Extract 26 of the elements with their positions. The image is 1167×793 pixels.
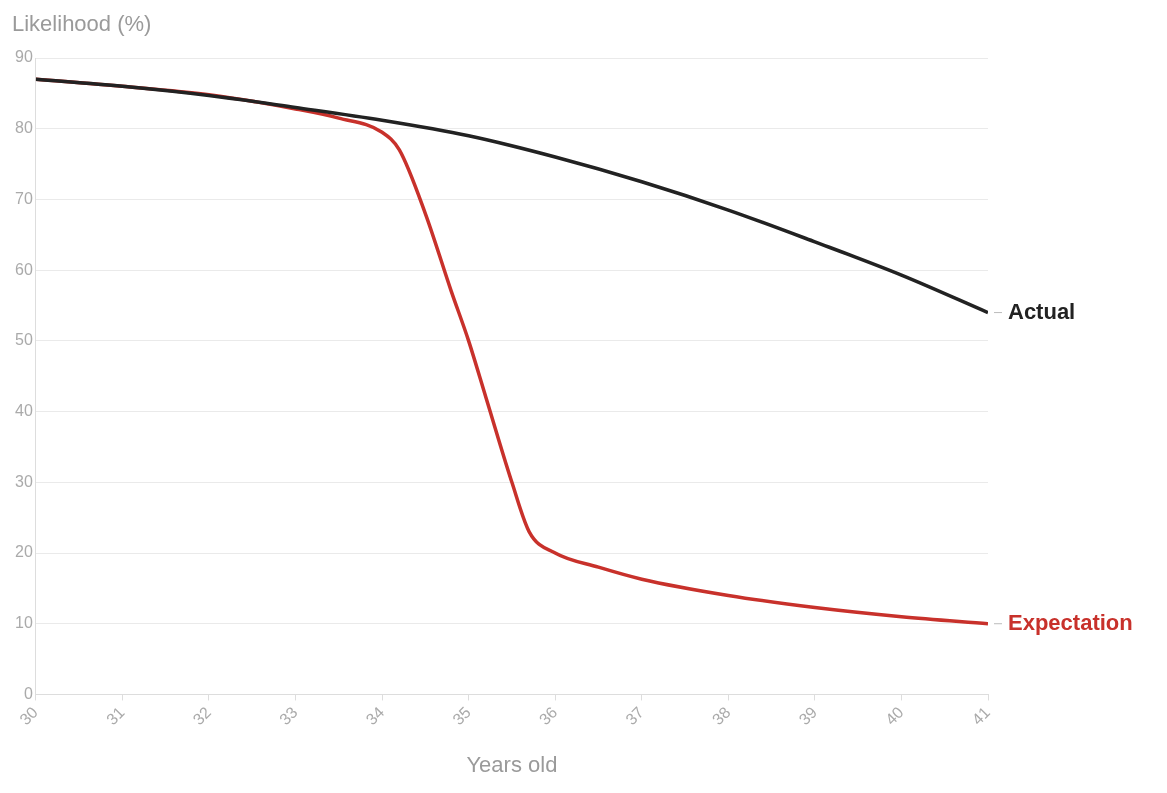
x-tick-label: 37 [622, 703, 648, 729]
x-tick-label: 35 [449, 703, 474, 729]
y-tick-label: 70 [15, 189, 33, 207]
y-tick-label: 40 [15, 401, 33, 419]
x-tick-label: 33 [276, 703, 301, 729]
x-tick-label: 39 [795, 703, 821, 729]
x-tick-label: 40 [882, 703, 907, 729]
y-tick-label: 0 [23, 684, 33, 702]
x-tick-label: 34 [362, 703, 388, 729]
series-label: Expectation [1008, 609, 1133, 635]
series-label: Actual [1008, 298, 1076, 324]
y-tick-label: 20 [15, 543, 33, 561]
y-tick-label: 30 [15, 472, 33, 490]
y-tick-label: 50 [15, 331, 33, 349]
x-axis-title: Years old [466, 751, 558, 777]
x-tick-label: 38 [708, 703, 734, 729]
x-tick-label: 36 [535, 703, 561, 729]
y-tick-label: 60 [15, 260, 33, 278]
x-tick-label: 41 [968, 703, 994, 729]
y-tick-label: 90 [15, 48, 33, 66]
line-series [35, 77, 988, 315]
y-tick-label: 80 [15, 119, 33, 137]
x-tick-label: 32 [189, 703, 215, 729]
y-axis-title: Likelihood (%) [12, 11, 152, 37]
y-tick-label: 10 [15, 614, 33, 632]
x-tick-label: 31 [102, 703, 128, 729]
